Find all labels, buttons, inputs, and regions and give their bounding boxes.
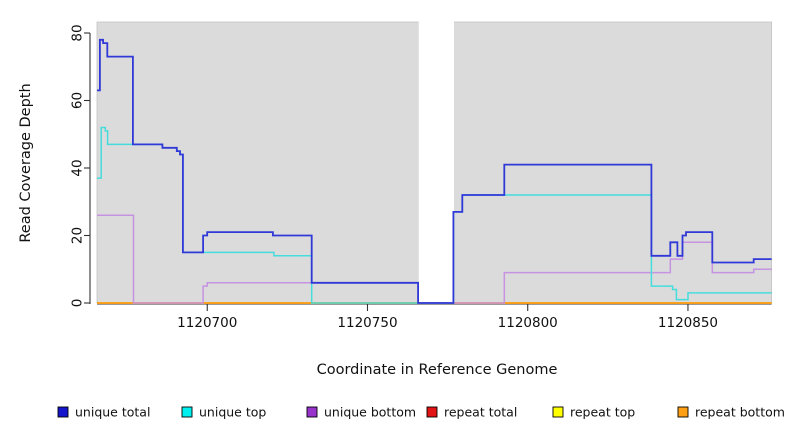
legend-label: unique bottom xyxy=(324,405,416,420)
legend-swatch-unique-bottom xyxy=(306,406,318,418)
x-tick-label: 1120800 xyxy=(498,315,558,331)
x-tick-label: 1120850 xyxy=(658,315,718,331)
legend-item-unique-total: unique total xyxy=(57,405,150,420)
legend-label: repeat total xyxy=(444,405,517,420)
legend-swatch-unique-top xyxy=(181,406,193,418)
legend-label: unique top xyxy=(199,405,266,420)
legend-label: repeat top xyxy=(570,405,635,420)
legend-item-unique-bottom: unique bottom xyxy=(306,405,416,420)
y-tick-label: 0 xyxy=(70,299,86,308)
legend-item-repeat-top: repeat top xyxy=(552,405,635,420)
legend-swatch-repeat-top xyxy=(552,406,564,418)
legend-item-unique-top: unique top xyxy=(181,405,266,420)
legend-item-repeat-total: repeat total xyxy=(426,405,517,420)
legend-item-repeat-bottom: repeat bottom xyxy=(677,405,785,420)
y-tick-label: 20 xyxy=(70,227,86,244)
y-tick-label: 60 xyxy=(70,92,86,109)
series-line-unique-total xyxy=(97,38,772,304)
legend-label: repeat bottom xyxy=(695,405,785,420)
x-tick-label: 1120700 xyxy=(177,315,237,331)
plot-layer: 0 20 40 60 80 1120700 1120750 1120800 1120850 xyxy=(70,21,772,331)
x-axis-title: Coordinate in Reference Genome xyxy=(317,362,558,378)
y-axis-title: Read Coverage Depth xyxy=(18,83,34,242)
legend-swatch-repeat-total xyxy=(426,406,438,418)
legend-label: unique total xyxy=(75,405,150,420)
legend-swatch-unique-total xyxy=(57,406,69,418)
legend-swatch-repeat-bottom xyxy=(677,406,689,418)
no-data-gap-band xyxy=(418,21,455,304)
x-tick-label: 1120750 xyxy=(337,315,397,331)
series-line-unique-bottom xyxy=(97,214,772,304)
y-tick-label: 40 xyxy=(70,159,86,176)
y-tick-label: 80 xyxy=(70,24,86,41)
legend: unique total unique top unique bottom repea… xyxy=(57,405,785,420)
series-line-unique-top xyxy=(97,126,772,304)
